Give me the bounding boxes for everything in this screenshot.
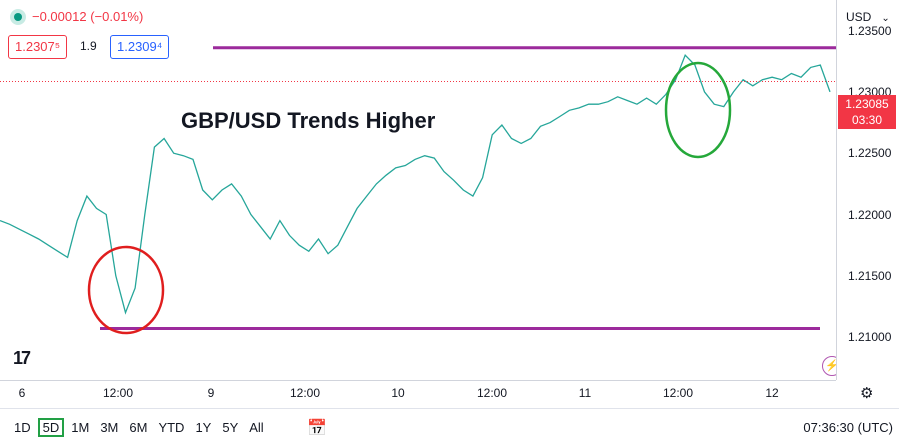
period-6m[interactable]: 6M bbox=[129, 420, 148, 435]
period-1y[interactable]: 1Y bbox=[195, 420, 212, 435]
change-readout: −0.00012 (−0.01%) bbox=[14, 9, 143, 24]
chart-annotation-title: GBP/USD Trends Higher bbox=[181, 108, 436, 133]
chart-plot-area[interactable] bbox=[0, 0, 836, 380]
period-5y[interactable]: 5Y bbox=[222, 420, 239, 435]
period-1m[interactable]: 1M bbox=[71, 420, 90, 435]
tradingview-logo[interactable]: 17 bbox=[13, 348, 31, 368]
price-tick-label: 1.22500 bbox=[848, 146, 892, 161]
time-tick-label: 12 bbox=[765, 386, 779, 400]
time-tick-label: 10 bbox=[391, 386, 405, 400]
period-all[interactable]: All bbox=[249, 420, 264, 435]
period-1d[interactable]: 1D bbox=[14, 420, 31, 435]
time-tick-label: 9 bbox=[207, 386, 215, 400]
last-price-value: 1.23085 bbox=[845, 97, 889, 111]
price-tick-label: 1.21500 bbox=[848, 268, 892, 283]
price-tick-label: 1.21000 bbox=[848, 330, 892, 345]
period-5d[interactable]: 5D bbox=[37, 418, 65, 437]
time-tick-label: 12:00 bbox=[662, 386, 694, 400]
bar-countdown: 03:30 bbox=[851, 113, 883, 127]
time-tick-label: 11 bbox=[578, 386, 592, 400]
price-axis[interactable] bbox=[836, 0, 899, 380]
currency-selector[interactable]: USD ⌄ bbox=[846, 10, 890, 24]
price-change: −0.00012 (−0.01%) bbox=[32, 9, 144, 24]
price-series-line bbox=[0, 54, 831, 315]
spread-value: 1.9 bbox=[80, 39, 97, 53]
price-tick-label: 1.22000 bbox=[848, 207, 892, 222]
period-3m[interactable]: 3M bbox=[100, 420, 119, 435]
chevron-down-icon: ⌄ bbox=[881, 13, 890, 24]
time-tick-label: 12:00 bbox=[289, 386, 321, 400]
buy-button[interactable]: 1.2309⁴ bbox=[110, 35, 170, 59]
date-range-calendar-icon[interactable]: 📅 bbox=[307, 420, 327, 437]
sell-button[interactable]: 1.2307⁵ bbox=[8, 35, 68, 59]
high-highlight-circle bbox=[664, 61, 732, 159]
market-status-icon bbox=[14, 12, 22, 21]
time-axis[interactable] bbox=[0, 380, 836, 409]
price-chart[interactable] bbox=[0, 0, 836, 380]
time-tick-label: 12:00 bbox=[102, 386, 134, 400]
price-tick-label: 1.23500 bbox=[848, 23, 892, 38]
last-price-tag: 1.23085 03:30 bbox=[838, 95, 896, 129]
time-tick-label: 6 bbox=[18, 386, 26, 400]
period-selector: 1D 5D 1M 3M 6M YTD 1Y 5Y All bbox=[10, 418, 271, 437]
time-tick-label: 12:00 bbox=[476, 386, 508, 400]
low-highlight-circle bbox=[87, 245, 165, 335]
period-ytd[interactable]: YTD bbox=[158, 420, 185, 435]
settings-gear-icon[interactable]: ⚙ bbox=[860, 385, 874, 402]
currency-label: USD bbox=[846, 10, 872, 24]
utc-clock[interactable]: 07:36:30 (UTC) bbox=[803, 420, 893, 435]
toolbar-divider bbox=[0, 408, 899, 409]
